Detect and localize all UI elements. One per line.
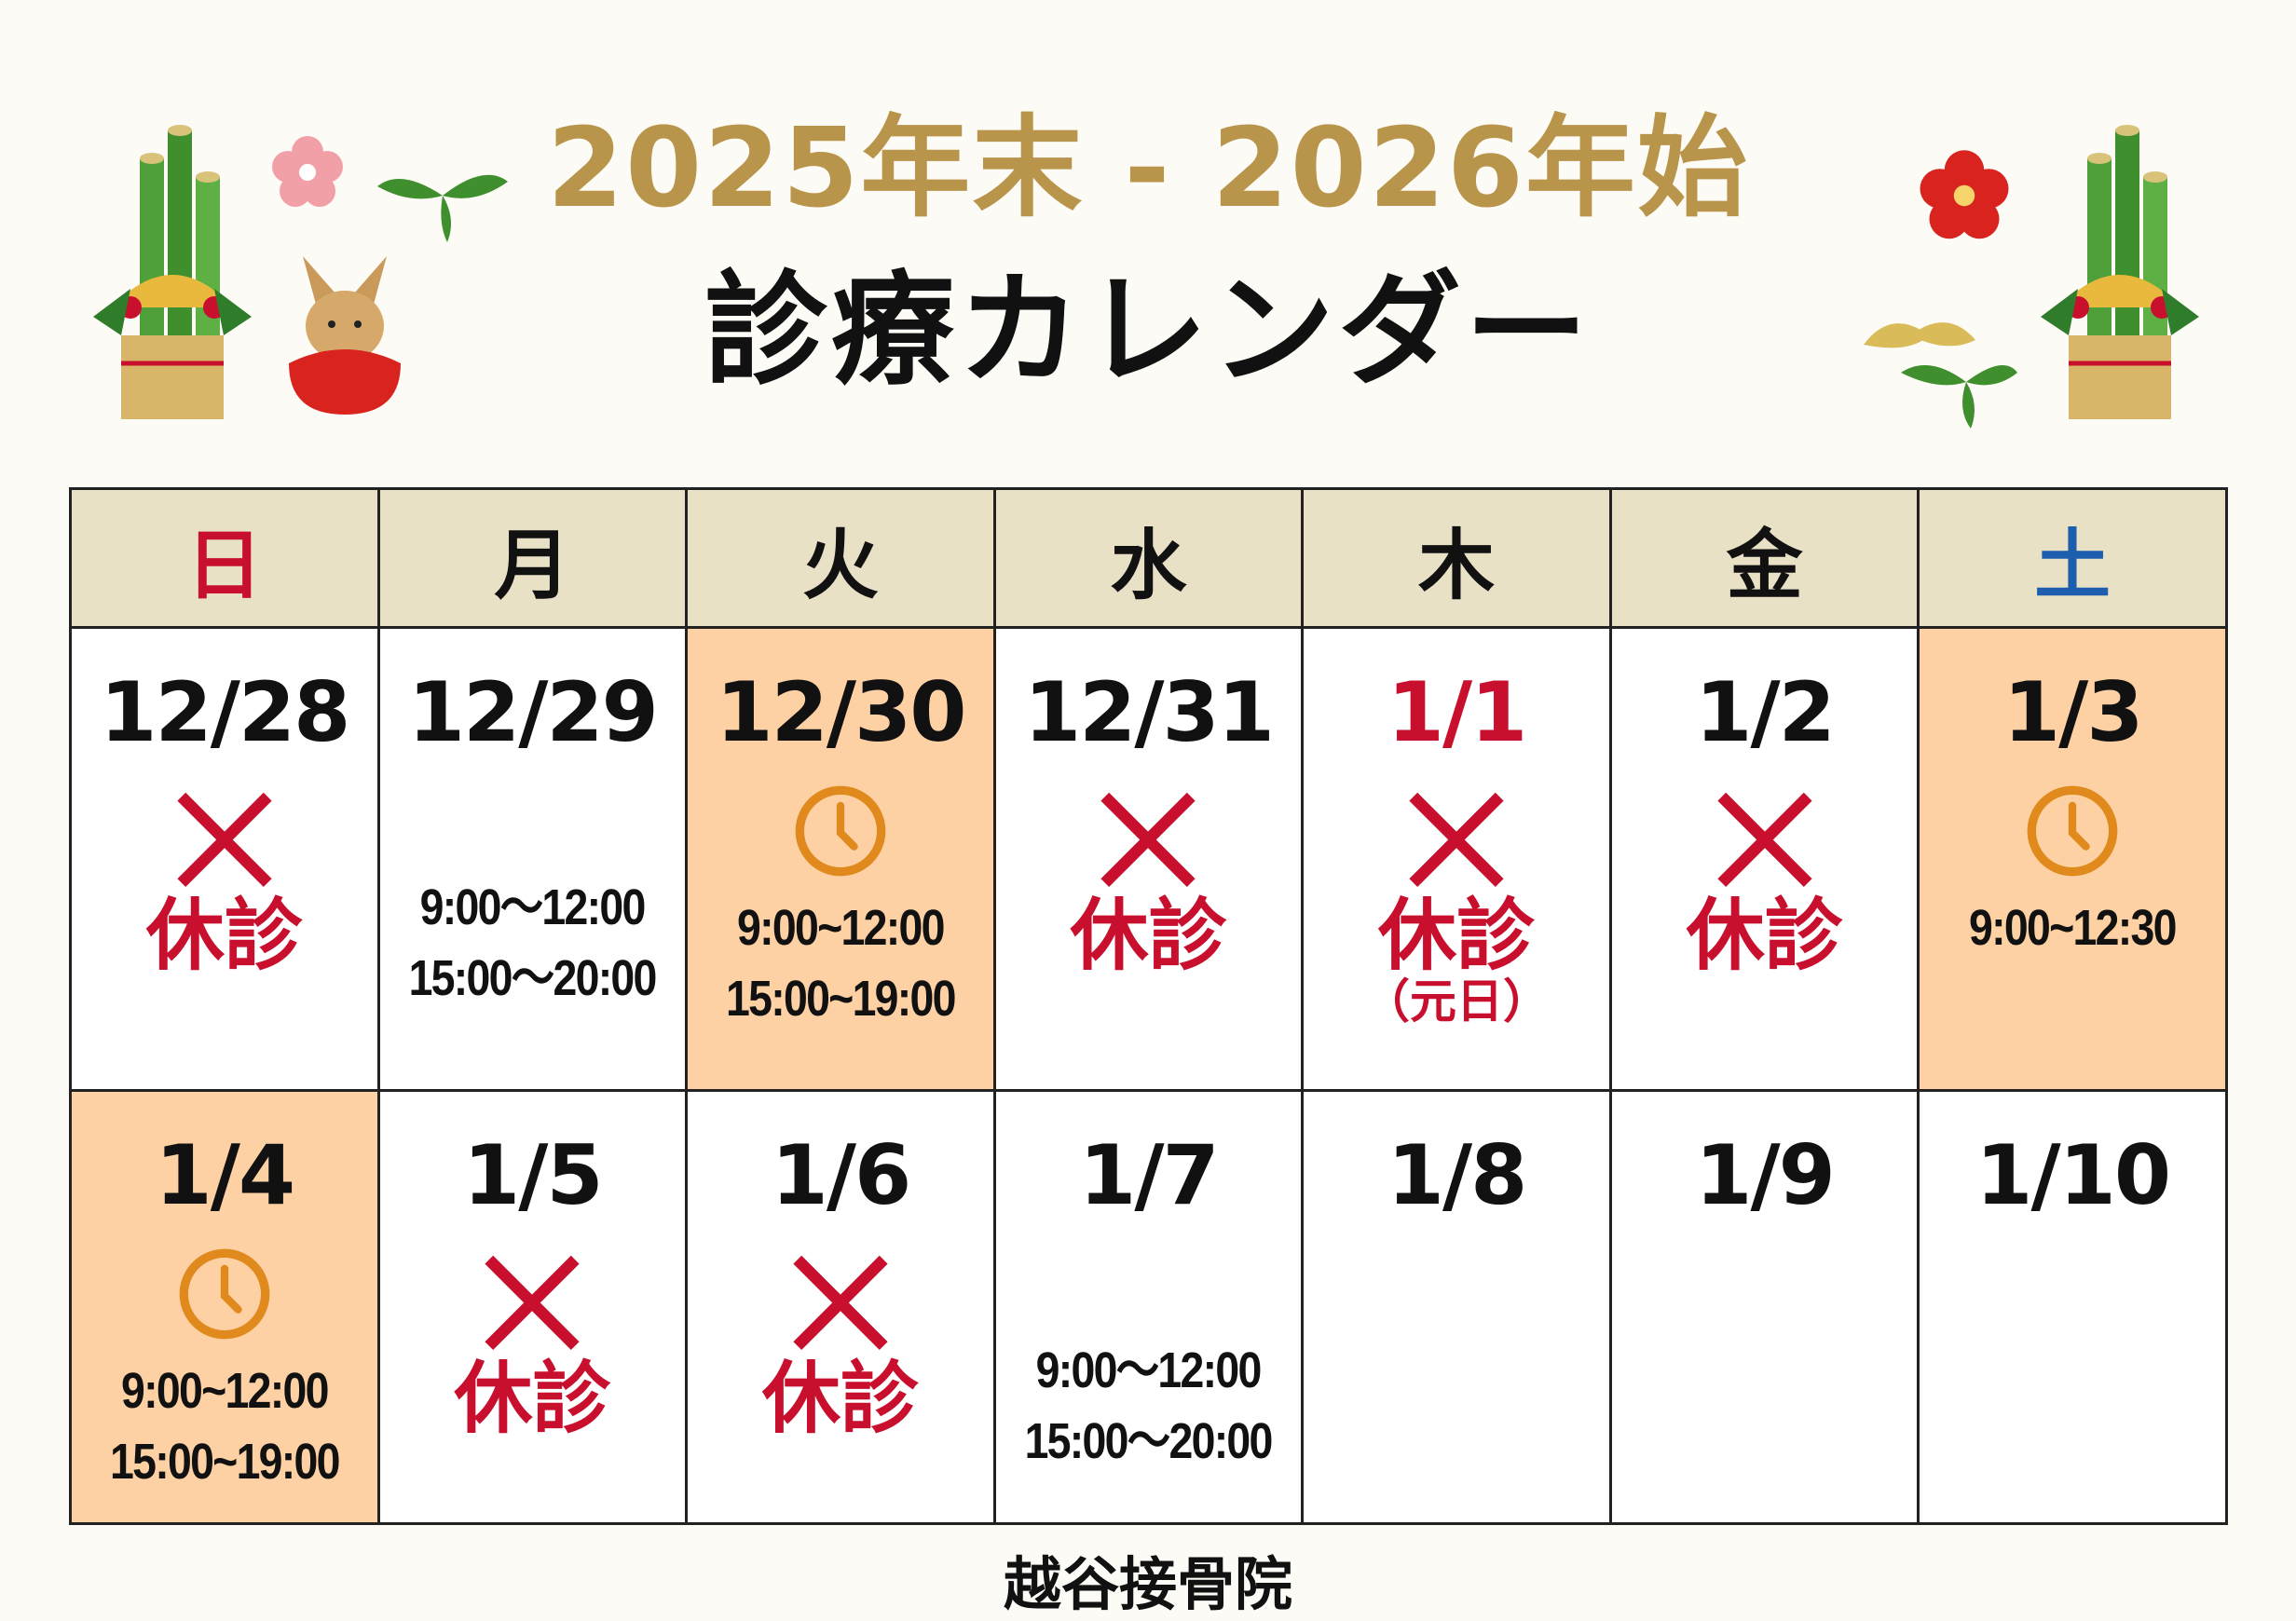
day-date: 1/10 — [1975, 1127, 2171, 1223]
weekday-friday: 金 — [1608, 487, 1920, 629]
day-cell-content: 1/8 — [1305, 1094, 1608, 1521]
day-cell-content: 12/30 9:00~12:00 15:00~19:00 — [690, 631, 992, 1088]
opening-hours-line: 9:00～12:00 — [1035, 1342, 1263, 1398]
opening-hours-line: 9:00~12:30 — [1969, 900, 2177, 956]
day-cell: 1/7 9:00～12:00 15:00～20:00 — [992, 1089, 1305, 1525]
day-cell-content: 1/3 9:00~12:30 — [1921, 631, 2224, 1088]
page-title: 診療カレンダー — [704, 259, 1592, 402]
day-cell: 1/3 9:00~12:30 — [1917, 626, 2228, 1092]
day-date: 1/4 — [155, 1127, 295, 1223]
day-cell: 1/9 — [1608, 1089, 1920, 1525]
x-mark-icon — [1716, 792, 1812, 887]
opening-hours-line: 15:00～20:00 — [1024, 1413, 1274, 1469]
opening-hours-line: 15:00~19:00 — [109, 1434, 340, 1490]
day-cell-content: 1/2 休診 — [1613, 631, 1916, 1088]
opening-hours-line: 15:00~19:00 — [726, 971, 956, 1027]
day-date: 1/2 — [1695, 664, 1836, 760]
holiday-note: （元日） — [1363, 974, 1551, 1029]
day-cell-content: 1/9 — [1613, 1094, 1916, 1521]
day-date: 1/1 — [1387, 664, 1528, 760]
day-date: 12/29 — [407, 664, 659, 760]
clock-icon — [179, 1248, 270, 1340]
weekday-thursday: 木 — [1301, 487, 1612, 629]
pine-icon — [1864, 322, 2017, 429]
x-mark-icon — [177, 792, 272, 887]
clock-icon — [795, 785, 886, 877]
weekday-saturday: 土 — [1917, 487, 2228, 629]
x-mark-icon — [793, 1255, 888, 1350]
closed-label: 休診 — [1070, 890, 1227, 981]
day-cell: 1/2 休診 — [1608, 626, 1920, 1092]
opening-hours: 9:00~12:00 15:00~19:00 — [109, 1355, 340, 1497]
day-date: 1/6 — [771, 1127, 912, 1223]
weekday-wednesday: 水 — [992, 487, 1305, 629]
plum-blossom-icon — [1920, 150, 2009, 239]
x-mark-icon — [485, 1255, 580, 1350]
day-cell: 12/30 9:00~12:00 15:00~19:00 — [685, 626, 996, 1092]
day-date: 1/3 — [2002, 664, 2144, 760]
day-cell-content: 12/29 9:00～12:00 15:00～20:00 — [381, 631, 684, 1088]
day-cell: 1/6 休診 — [685, 1089, 996, 1525]
day-cell-content: 1/5 休診 — [381, 1094, 684, 1521]
day-date: 12/31 — [1023, 664, 1275, 760]
opening-hours: 9:00~12:00 15:00~19:00 — [726, 892, 956, 1034]
page-title-period: 2025年末 - 2026年始 — [547, 103, 1749, 232]
calendar-table: 日 月 火 水 木 金 土 12/28 休診 12/29 9:00～12:00 15:0… — [69, 487, 2228, 1525]
opening-hours-line: 9:00～12:00 — [419, 879, 647, 935]
closed-label: 休診 — [454, 1353, 611, 1444]
clock-icon — [2027, 785, 2118, 877]
week-row: 1/4 9:00~12:00 15:00~19:00 1/5 休診 1/6 休診 1/7 9:0… — [69, 1089, 2228, 1525]
day-cell-content: 1/4 9:00~12:00 15:00~19:00 — [73, 1094, 376, 1521]
day-date: 1/7 — [1079, 1127, 1220, 1223]
closed-label: 休診 — [1378, 890, 1536, 981]
day-cell: 12/28 休診 — [69, 626, 380, 1092]
opening-hours: 9:00～12:00 15:00～20:00 — [1024, 1335, 1274, 1477]
day-cell-content: 1/1 休診 （元日） — [1305, 631, 1608, 1088]
day-cell: 12/29 9:00～12:00 15:00～20:00 — [376, 626, 689, 1092]
bamboo-leaf-icon — [377, 174, 508, 242]
rabbit-daruma-icon — [289, 256, 401, 415]
kadomatsu-icon — [2041, 125, 2199, 419]
weekday-tuesday: 火 — [685, 487, 996, 629]
week-row: 12/28 休診 12/29 9:00～12:00 15:00～20:00 12/30 9:… — [69, 626, 2228, 1092]
opening-hours: 9:00～12:00 15:00～20:00 — [408, 872, 658, 1014]
closed-label: 休診 — [1686, 890, 1843, 981]
opening-hours-line: 9:00~12:00 — [737, 900, 945, 956]
day-date: 12/30 — [716, 664, 966, 760]
day-cell-content: 12/31 休診 — [997, 631, 1300, 1088]
opening-hours-line: 9:00~12:00 — [120, 1363, 329, 1419]
day-cell: 1/8 — [1301, 1089, 1612, 1525]
day-cell: 12/31 休診 — [992, 626, 1305, 1092]
day-cell-content: 1/7 9:00～12:00 15:00～20:00 — [997, 1094, 1300, 1521]
day-cell-content: 12/28 休診 — [73, 631, 376, 1088]
closed-label: 休診 — [761, 1353, 919, 1444]
day-cell-content: 1/6 休診 — [690, 1094, 992, 1521]
day-cell: 1/1 休診 （元日） — [1301, 626, 1612, 1092]
opening-hours-line: 15:00～20:00 — [408, 950, 658, 1006]
day-cell: 1/4 9:00~12:00 15:00~19:00 — [69, 1089, 380, 1525]
plum-blossom-icon — [272, 136, 343, 207]
weekday-header-row: 日 月 火 水 木 金 土 — [69, 487, 2228, 629]
day-cell-content: 1/10 — [1921, 1094, 2224, 1521]
closed-label: 休診 — [145, 890, 303, 981]
x-mark-icon — [1100, 792, 1196, 887]
kadomatsu-icon — [93, 125, 252, 419]
day-cell: 1/10 — [1917, 1089, 2228, 1525]
day-date: 1/8 — [1387, 1127, 1528, 1223]
day-date: 1/5 — [463, 1127, 604, 1223]
x-mark-icon — [1409, 792, 1504, 887]
weekday-monday: 月 — [376, 487, 689, 629]
day-date: 12/28 — [100, 664, 350, 760]
day-cell: 1/5 休診 — [376, 1089, 689, 1525]
weekday-sunday: 日 — [69, 487, 380, 629]
day-date: 1/9 — [1695, 1127, 1836, 1223]
clinic-name: 越谷接骨院 — [1003, 1550, 1292, 1618]
opening-hours: 9:00~12:30 — [1969, 892, 2177, 963]
